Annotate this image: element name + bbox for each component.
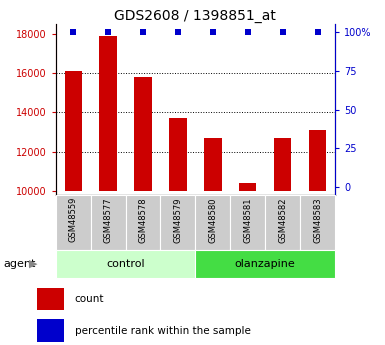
Bar [195,195,230,250]
Text: ▶: ▶ [28,259,37,269]
Text: GSM48583: GSM48583 [313,197,322,243]
Bar [161,195,195,250]
Bar [204,138,221,191]
Bar [169,118,187,191]
Bar [99,36,117,191]
Point [105,29,111,34]
Text: GSM48582: GSM48582 [278,197,287,243]
Bar [230,195,265,250]
Bar [195,250,335,278]
Text: GSM48581: GSM48581 [243,197,252,243]
Bar [126,195,161,250]
Point [315,29,321,34]
Point [280,29,286,34]
Bar [37,288,64,310]
Text: GSM48580: GSM48580 [208,197,218,243]
Text: GSM48559: GSM48559 [69,197,78,243]
Text: count: count [75,294,104,304]
Bar [239,183,256,191]
Bar [91,195,126,250]
Text: percentile rank within the sample: percentile rank within the sample [75,326,251,336]
Point [140,29,146,34]
Point [175,29,181,34]
Bar [134,77,152,191]
Bar [274,138,291,191]
Text: control: control [106,259,145,269]
Bar [56,195,91,250]
Bar [309,130,326,191]
Bar [37,319,64,342]
Point [244,29,251,34]
Title: GDS2608 / 1398851_at: GDS2608 / 1398851_at [114,9,276,23]
Text: agent: agent [4,259,36,269]
Point [70,29,76,34]
Text: GSM48578: GSM48578 [139,197,147,243]
Bar [265,195,300,250]
Bar [65,71,82,191]
Text: GSM48577: GSM48577 [104,197,113,243]
Point [210,29,216,34]
Bar [300,195,335,250]
Text: olanzapine: olanzapine [235,259,296,269]
Bar [56,250,195,278]
Text: GSM48579: GSM48579 [173,197,182,243]
